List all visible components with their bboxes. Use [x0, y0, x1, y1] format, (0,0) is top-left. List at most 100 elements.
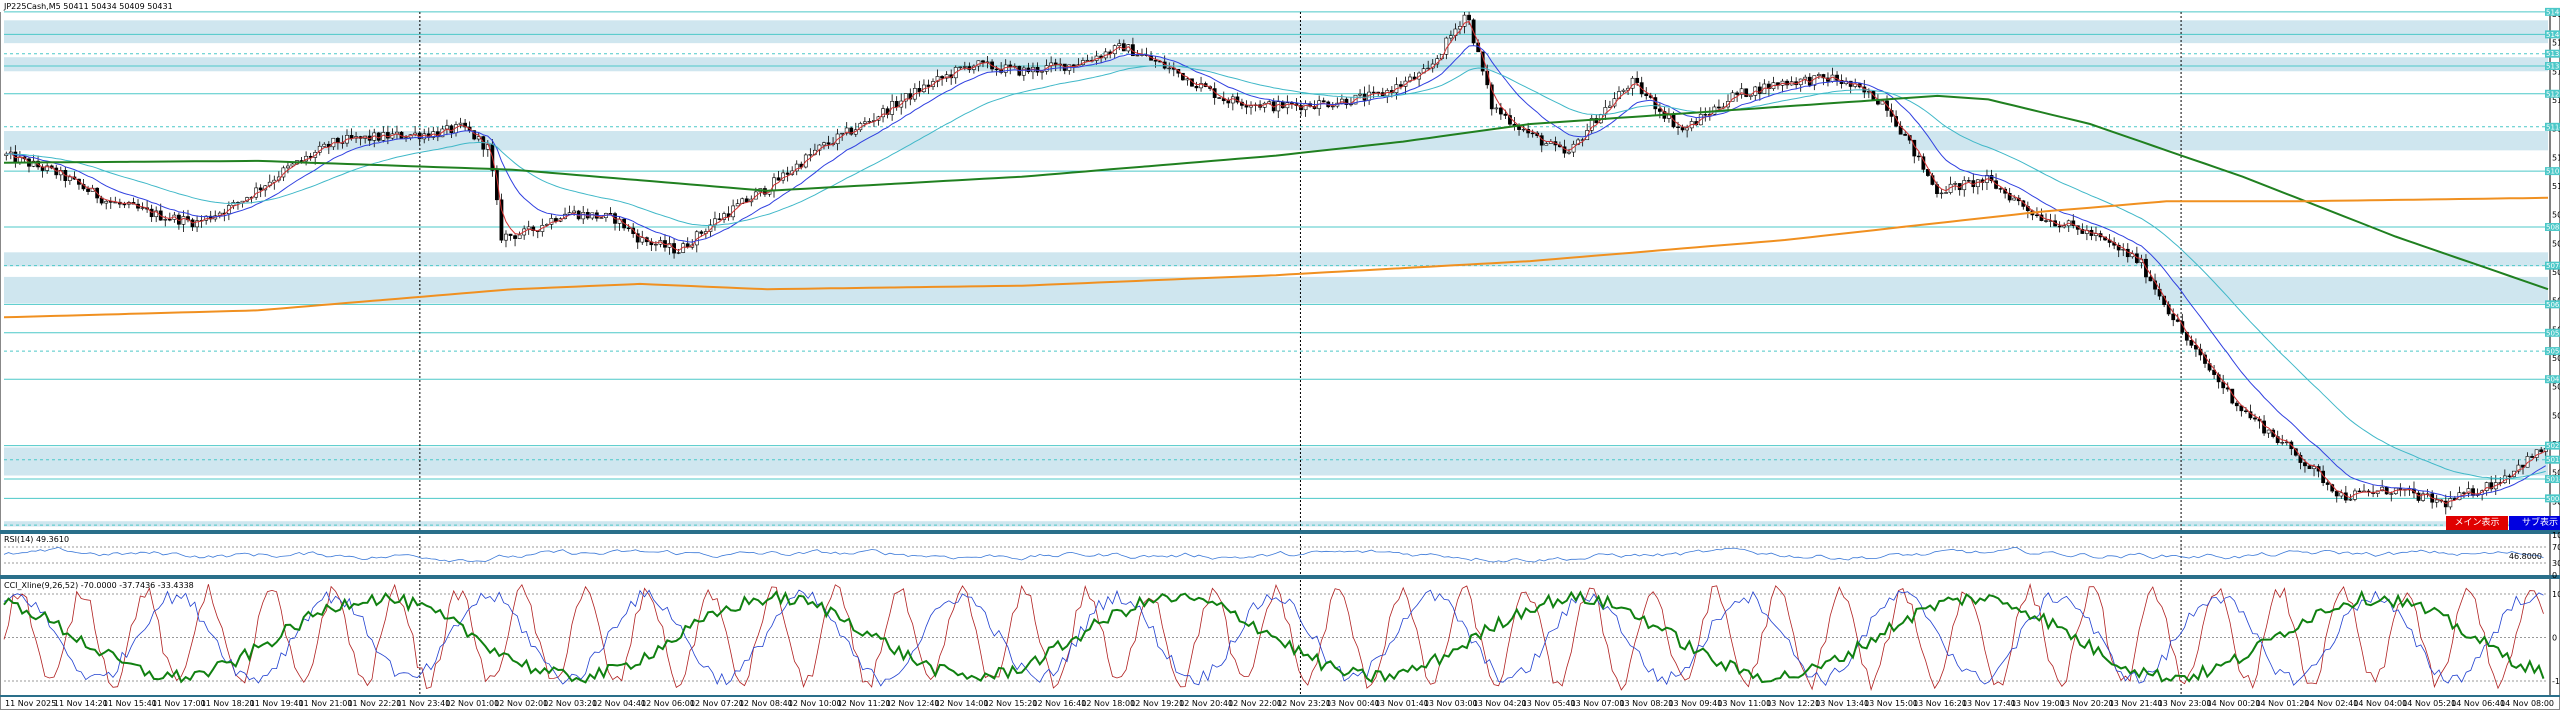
candle-body [999, 68, 1004, 73]
candle-body [867, 120, 872, 123]
candle-body [794, 163, 799, 172]
candle-body [86, 188, 90, 192]
time-tick-label: 13 Nov 08:20 [1619, 699, 1673, 708]
support-resistance-zone [4, 57, 2548, 72]
candle-body [1635, 77, 1640, 83]
candle-body [1785, 80, 1789, 86]
candle-body [2466, 488, 2471, 494]
candle-body [1916, 155, 1921, 158]
candle-body [2035, 214, 2039, 217]
time-tick-label: 12 Nov 10:00 [788, 699, 842, 708]
time-tick-label: 11 Nov 23:40 [396, 699, 450, 708]
rsi-value-tag: 46.8000 [2509, 552, 2542, 561]
support-resistance-zone [4, 521, 2548, 527]
rsi-tick-label: 70 [2552, 543, 2560, 552]
title-bar [0, 0, 2560, 12]
candle-body [1153, 60, 1158, 62]
candle-body [722, 213, 726, 220]
level-tag-bg [2545, 455, 2560, 464]
candle-body [1621, 89, 1626, 92]
candle-body [735, 203, 740, 207]
candle-body [1426, 67, 1431, 70]
candle-body [1939, 192, 1944, 195]
candle-body [1280, 101, 1285, 109]
time-tick-label: 13 Nov 23:00 [2158, 699, 2212, 708]
cci-fast-line [3, 583, 2544, 692]
candle-body [1835, 74, 1839, 81]
level-tag-bg [2545, 7, 2560, 16]
candle-body [790, 170, 795, 175]
candle-body [1685, 127, 1690, 131]
candle-body [2175, 319, 2180, 322]
candle-body [1508, 115, 1512, 125]
candle-body [2334, 490, 2339, 497]
level-tag-label: 50504 [2546, 348, 2560, 356]
time-tick-label: 13 Nov 11:00 [1717, 699, 1771, 708]
level-tag-label: 50195 [2546, 456, 2560, 464]
level-tag-label: 50747 [2546, 262, 2560, 270]
candle-body [1735, 92, 1739, 95]
candle-body [881, 108, 885, 118]
candle-body [1485, 70, 1490, 86]
candle-body [2312, 466, 2316, 470]
candle-body [1249, 105, 1253, 108]
candle-body [508, 233, 513, 236]
rsi-tick-label: 0 [2552, 571, 2557, 580]
candle-body [1657, 108, 1662, 112]
candle-body [699, 231, 704, 234]
candle-body [2253, 417, 2257, 420]
candle-body [1966, 180, 1971, 182]
rsi-tick-label: 100 [2552, 531, 2560, 540]
candle-body [640, 237, 645, 243]
candle-body [1008, 64, 1013, 68]
candle-body [322, 143, 327, 147]
candle-body [349, 135, 354, 139]
candle-body [422, 133, 427, 140]
candle-body [981, 60, 985, 63]
candle-body [1199, 83, 1203, 89]
time-tick-label: 13 Nov 03:00 [1424, 699, 1478, 708]
candle-body [4, 153, 9, 156]
time-tick-label: 11 Nov 19:40 [250, 699, 304, 708]
candle-body [1530, 132, 1535, 135]
price-tick-label: 50376 [2552, 411, 2560, 420]
time-tick-label: 14 Nov 08:00 [2500, 699, 2554, 708]
level-tag-bg [2545, 30, 2560, 39]
candle-body [1589, 118, 1594, 131]
candle-body [2298, 454, 2303, 463]
candle-body [1021, 67, 1026, 76]
candle-body [458, 122, 463, 125]
candle-body [463, 122, 467, 128]
time-tick-label: 11 Nov 22:20 [347, 699, 401, 708]
candle-body [1812, 75, 1817, 86]
rsi-tick-label: 30 [2552, 559, 2560, 568]
candle-body [1399, 84, 1403, 87]
candle-body [449, 125, 454, 134]
candle-body [862, 121, 867, 124]
candle-body [167, 219, 172, 221]
candle-body [2044, 220, 2048, 222]
candle-body [635, 233, 640, 243]
candle-body [822, 142, 826, 146]
candle-body [2516, 464, 2521, 472]
candle-body [2325, 482, 2330, 485]
candle-body [1953, 183, 1958, 185]
main-view-button[interactable]: メイン表示 [2446, 516, 2508, 530]
candle-body [1744, 88, 1749, 97]
candle-body [1217, 97, 1222, 99]
level-tag-label: 50085 [2546, 495, 2560, 503]
ma-slow-line [6, 64, 2546, 479]
time-tick-label: 13 Nov 12:20 [1766, 699, 1820, 708]
candle-body [1644, 93, 1649, 96]
time-tick-label: 11 Nov 2025 [5, 699, 56, 708]
level-tag-label: 50235 [2546, 442, 2560, 450]
candle-body [2357, 490, 2362, 493]
candle-body [2348, 499, 2353, 501]
level-tag-bg [2545, 222, 2560, 231]
cci-mid-line [3, 589, 2544, 687]
candle-body [1226, 100, 1231, 104]
sub-view-button[interactable]: サブ表示 [2509, 516, 2560, 530]
time-tick-label: 12 Nov 07:20 [690, 699, 744, 708]
level-tag-bg [2545, 62, 2560, 70]
